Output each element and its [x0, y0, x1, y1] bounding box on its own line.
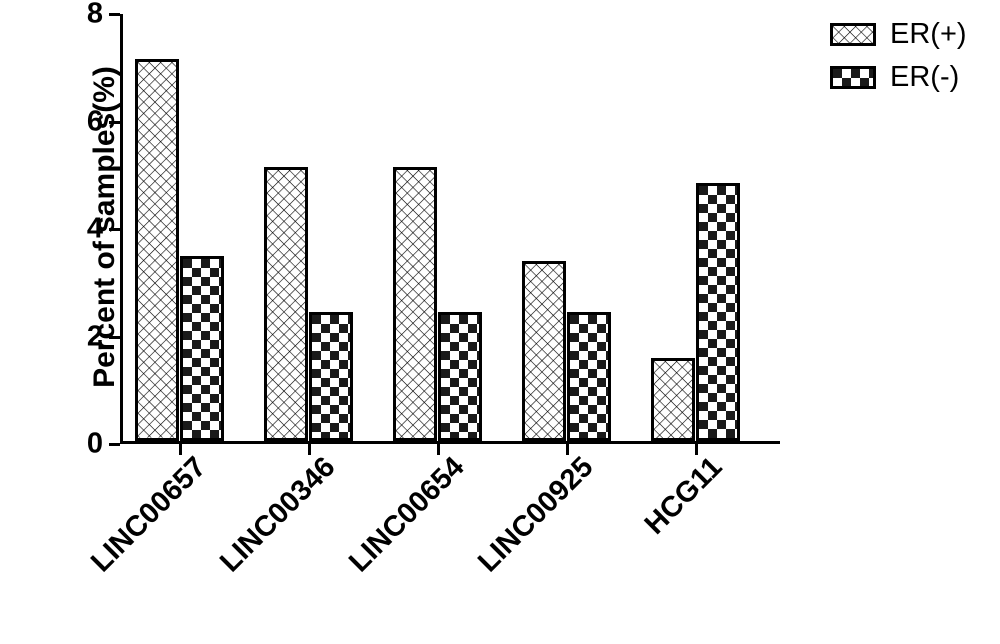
- bar: [180, 256, 224, 441]
- legend-label: ER(+): [890, 18, 967, 51]
- bar: [309, 312, 353, 441]
- legend-item: ER(+): [830, 18, 967, 51]
- y-tick-label: 8: [87, 0, 123, 31]
- legend-item: ER(-): [830, 61, 967, 94]
- x-tick-label: LINC00657: [75, 441, 213, 579]
- x-tick-label: HCG11: [628, 441, 728, 541]
- bar: [438, 312, 482, 441]
- y-tick-label: 6: [87, 105, 123, 138]
- x-tick-label: LINC00925: [462, 441, 600, 579]
- legend-swatch: [830, 23, 876, 46]
- bar: [135, 59, 179, 441]
- y-tick-label: 4: [87, 213, 123, 246]
- bar: [696, 183, 740, 441]
- x-tick-label: LINC00346: [204, 441, 342, 579]
- bar: [393, 167, 437, 441]
- x-tick-label: LINC00654: [333, 441, 471, 579]
- y-tick-label: 2: [87, 320, 123, 353]
- chart-container: Percent of samples(%) 02468LINC00657LINC…: [0, 0, 1000, 644]
- legend-swatch: [830, 66, 876, 89]
- bar: [567, 312, 611, 441]
- legend-label: ER(-): [890, 61, 959, 94]
- y-tick-label: 0: [87, 428, 123, 461]
- bar: [264, 167, 308, 441]
- legend: ER(+) ER(-): [830, 18, 967, 104]
- bar: [522, 261, 566, 441]
- bar: [651, 358, 695, 441]
- plot-area: 02468LINC00657LINC00346LINC00654LINC0092…: [120, 14, 780, 444]
